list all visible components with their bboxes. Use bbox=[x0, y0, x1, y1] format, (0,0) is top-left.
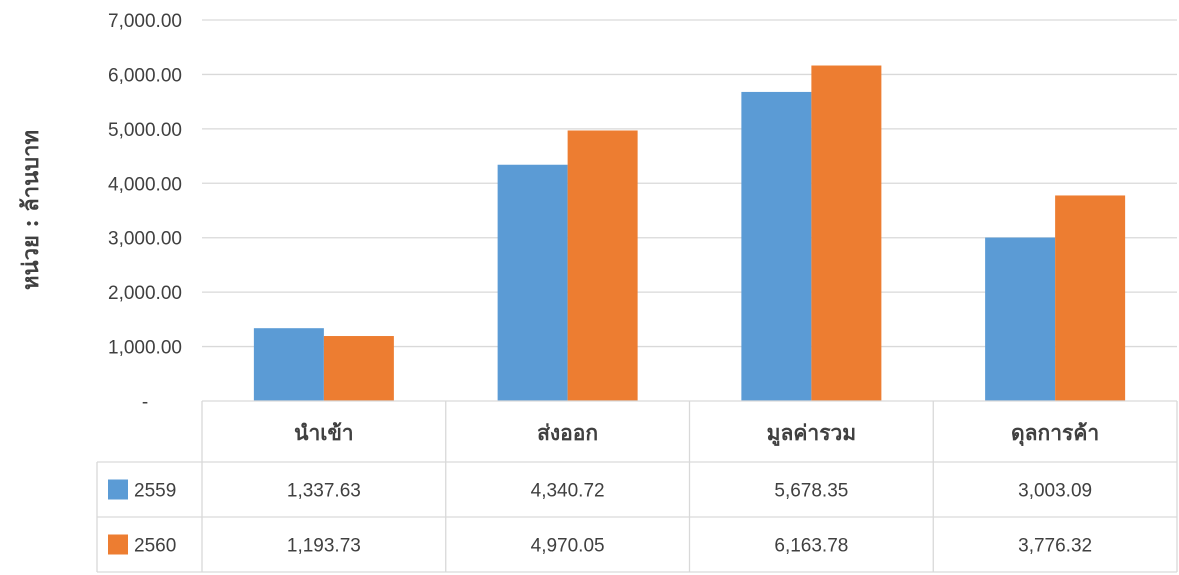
legend-label: 2560 bbox=[134, 536, 176, 557]
bar-2559-3 bbox=[985, 237, 1056, 401]
category-label: ดุลการค้า bbox=[1011, 420, 1099, 447]
data-table: นำเข้า ส่งออก มูลค่ารวม ดุลการค้า 2559 1,337.… bbox=[96, 400, 1178, 573]
table-value: 3,003.09 bbox=[1018, 481, 1092, 502]
y-tick-label: 7,000.00 bbox=[108, 11, 182, 32]
table-value: 3,776.32 bbox=[1018, 536, 1092, 557]
legend-swatch-2560 bbox=[108, 534, 128, 555]
bar-2559-1 bbox=[497, 164, 568, 401]
bar-2560-1 bbox=[567, 130, 638, 401]
y-tick-label: 4,000.00 bbox=[108, 174, 182, 195]
bar-2559-2 bbox=[741, 91, 812, 402]
y-tick-label: 1,000.00 bbox=[108, 338, 182, 359]
category-label: ส่งออก bbox=[537, 420, 598, 445]
y-tick-label: 3,000.00 bbox=[108, 229, 182, 250]
bars bbox=[253, 65, 1126, 402]
y-tick-label: 2,000.00 bbox=[108, 283, 182, 304]
bar-2560-2 bbox=[811, 65, 882, 402]
table-value: 5,678.35 bbox=[774, 481, 848, 502]
bar-2559-0 bbox=[253, 328, 324, 401]
category-label: นำเข้า bbox=[294, 420, 353, 445]
gridlines bbox=[202, 19, 1177, 348]
category-label: มูลค่ารวม bbox=[767, 420, 856, 447]
table-value: 1,337.63 bbox=[287, 481, 361, 502]
bar-2560-0 bbox=[323, 336, 394, 401]
table-value: 4,970.05 bbox=[531, 536, 605, 557]
legend-swatch-2559 bbox=[108, 479, 128, 500]
table-value: 4,340.72 bbox=[531, 481, 605, 502]
y-axis-label: หน่วย : ล้านบาท bbox=[18, 130, 44, 290]
y-tick-label: 6,000.00 bbox=[108, 65, 182, 86]
table-value: 1,193.73 bbox=[287, 536, 361, 557]
y-axis-ticks: - 1,000.00 2,000.00 3,000.00 4,000.00 5,000.0… bbox=[108, 11, 182, 413]
y-tick-label: 5,000.00 bbox=[108, 120, 182, 141]
table-value: 6,163.78 bbox=[774, 536, 848, 557]
y-tick-label: - bbox=[142, 392, 148, 413]
legend-label: 2559 bbox=[134, 481, 176, 502]
bar-2560-3 bbox=[1055, 195, 1126, 401]
